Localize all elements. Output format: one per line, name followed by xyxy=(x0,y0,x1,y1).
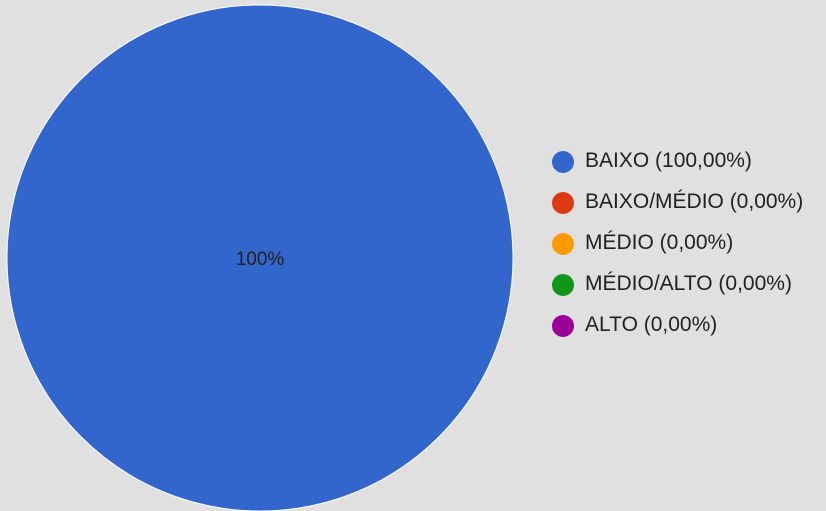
legend-swatch-4 xyxy=(552,315,574,337)
pie-plot: 100% xyxy=(6,4,514,511)
chart-legend: BAIXO (100,00%) BAIXO/MÉDIO (0,00%) MÉDIO … xyxy=(552,149,826,355)
legend-swatch-1 xyxy=(552,192,574,214)
legend-item-0[interactable]: BAIXO (100,00%) xyxy=(552,149,826,177)
legend-label-0: BAIXO (100,00%) xyxy=(585,149,752,172)
legend-item-2[interactable]: MÉDIO (0,00%) xyxy=(552,231,826,259)
legend-item-4[interactable]: ALTO (0,00%) xyxy=(552,313,826,341)
legend-swatch-2 xyxy=(552,233,574,255)
legend-swatch-3 xyxy=(552,274,574,296)
legend-item-1[interactable]: BAIXO/MÉDIO (0,00%) xyxy=(552,190,826,218)
legend-label-4: ALTO (0,00%) xyxy=(585,313,718,336)
legend-label-3: MÉDIO/ALTO (0,00%) xyxy=(585,272,792,295)
slice-data-label: 100% xyxy=(236,249,285,270)
legend-label-2: MÉDIO (0,00%) xyxy=(585,231,734,254)
pie-slice-0[interactable] xyxy=(6,4,514,511)
legend-swatch-0 xyxy=(552,151,574,173)
legend-label-1: BAIXO/MÉDIO (0,00%) xyxy=(585,190,804,213)
legend-item-3[interactable]: MÉDIO/ALTO (0,00%) xyxy=(552,272,826,300)
